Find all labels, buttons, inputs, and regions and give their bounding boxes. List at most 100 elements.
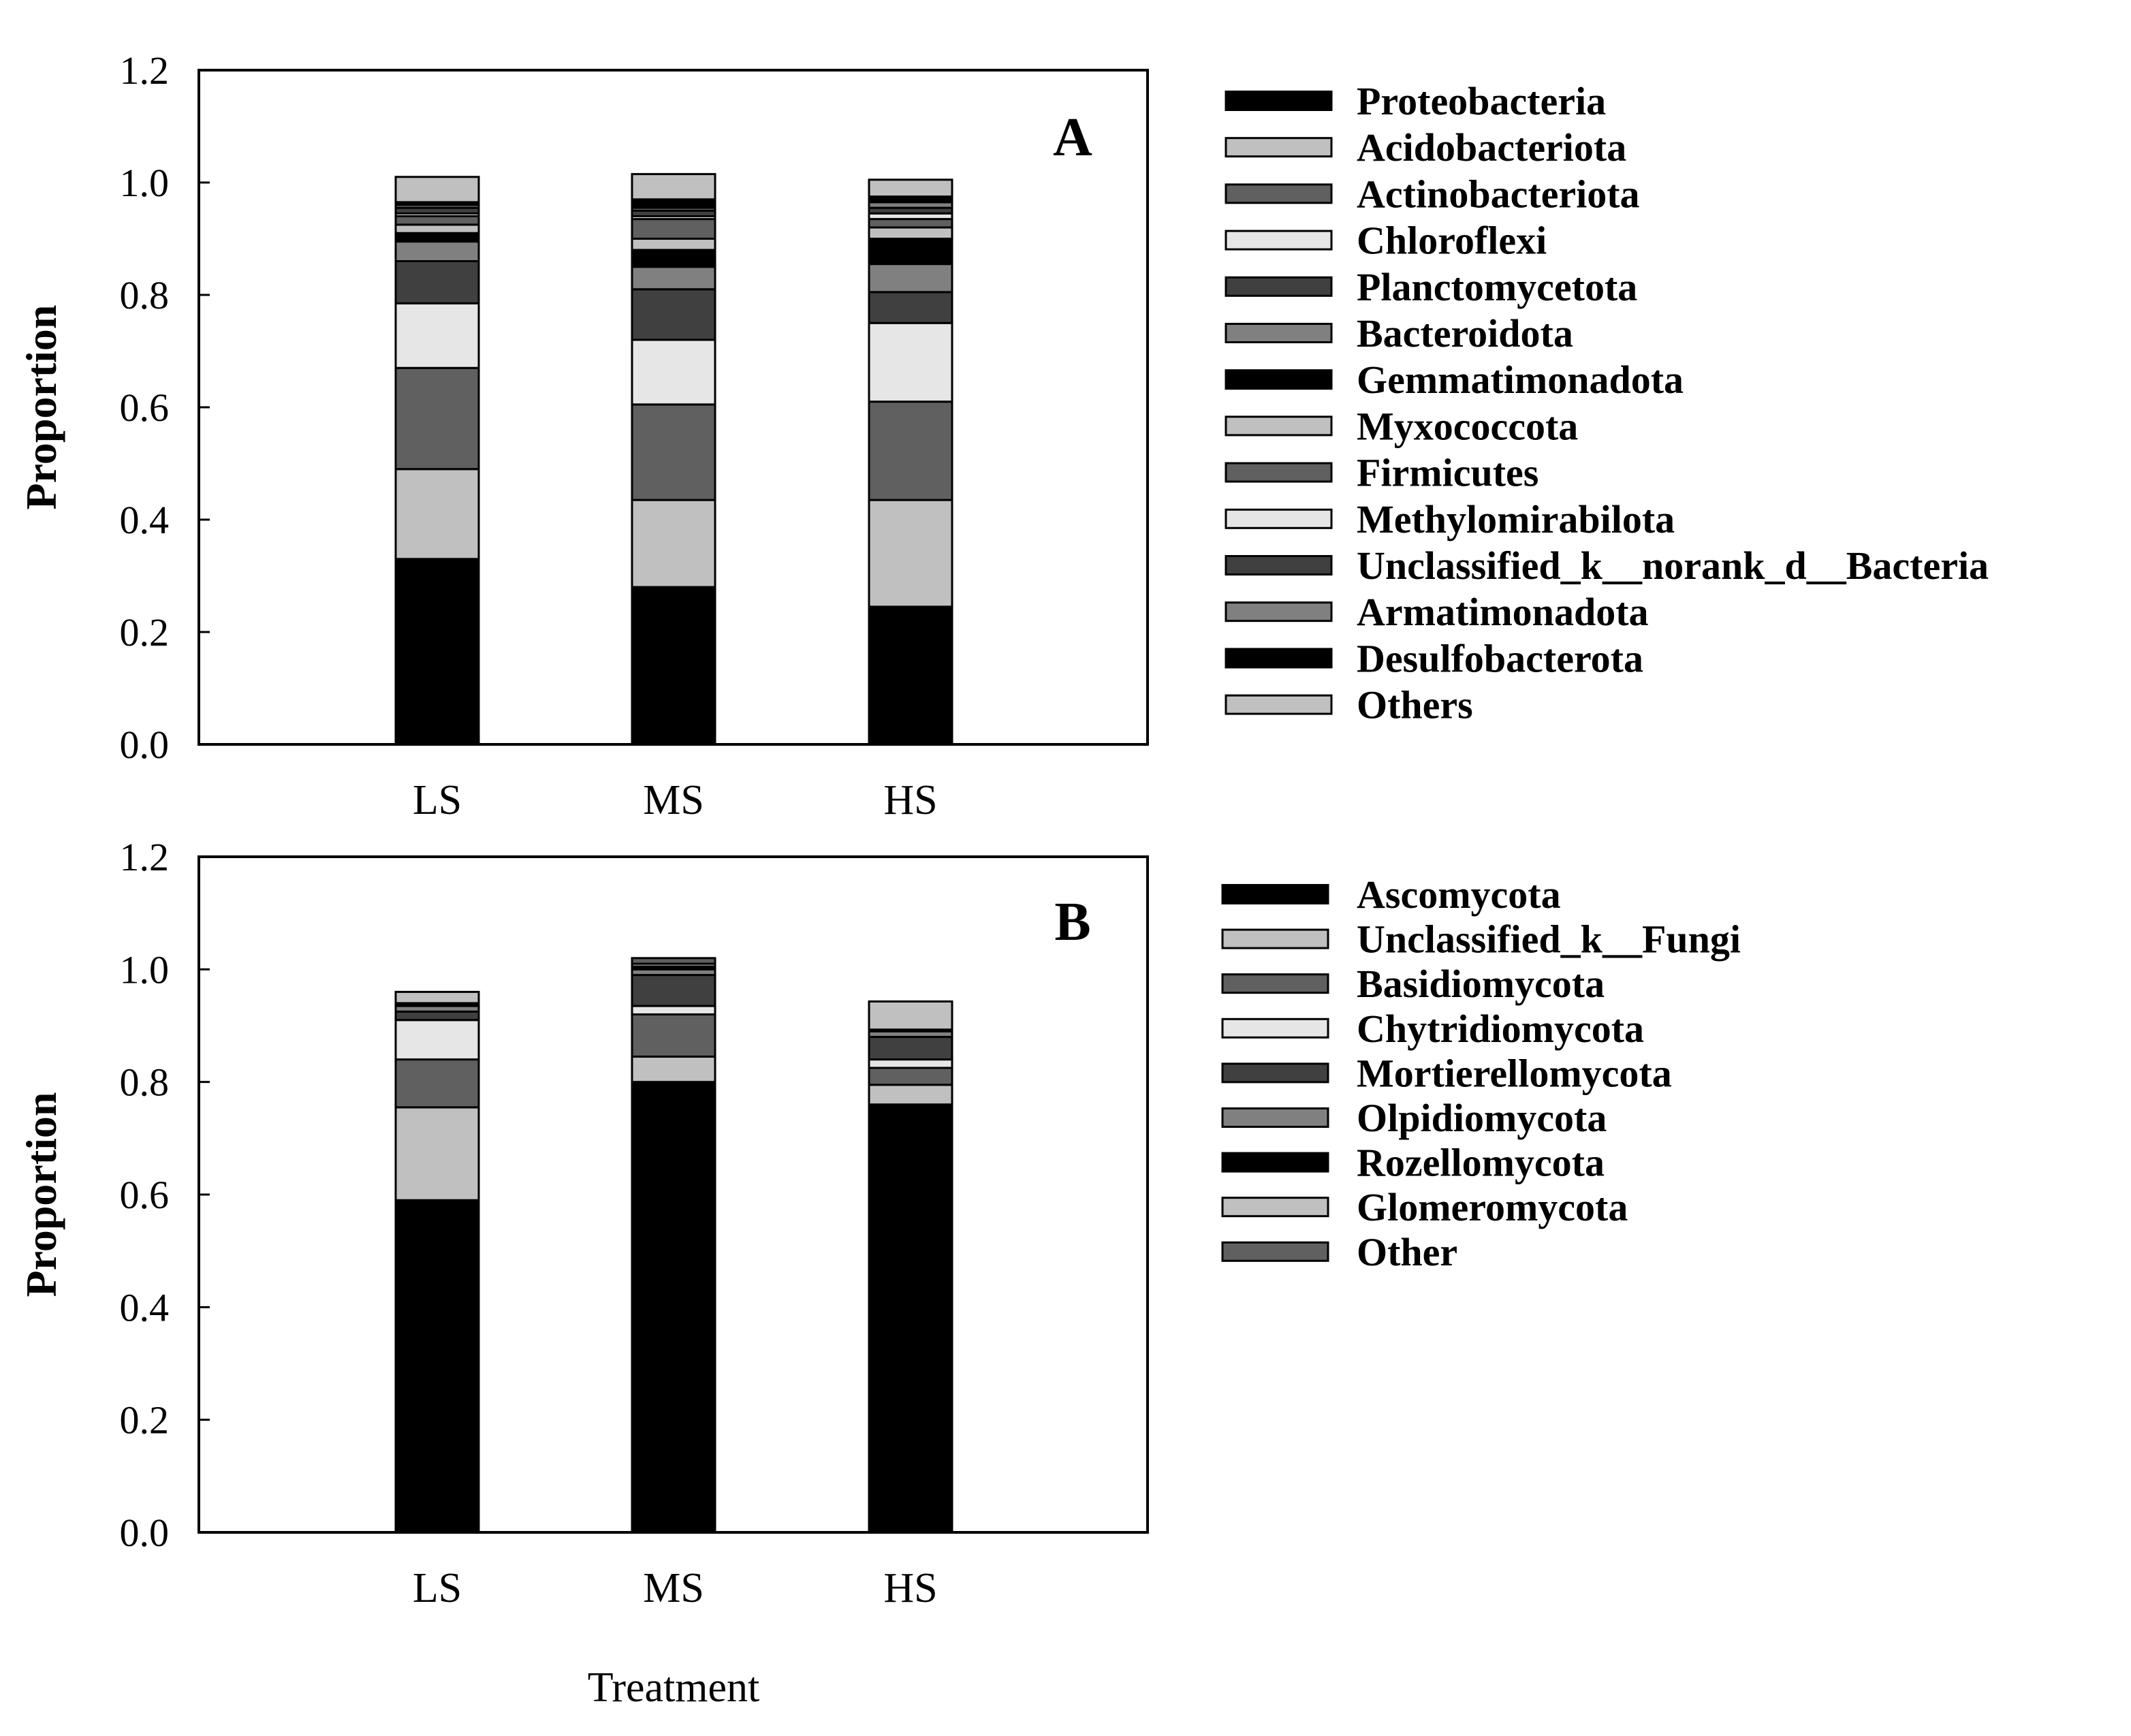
panel-b-legend-label-basidiomycota: Basidiomycota (1357, 962, 1605, 1006)
panel-b-legend-swatch-ascomycota (1221, 884, 1329, 904)
panel-a-bar-hs-actinobacteriota (868, 400, 953, 501)
panel-a-legend-swatch-unclassified-k-norank-d-bacteria (1225, 555, 1333, 575)
panel-a-legend-label-methylomirabilota: Methylomirabilota (1357, 497, 1675, 541)
panel-b-bar-ls-unclassified-k-fungi (394, 1106, 480, 1201)
panel-a-bar-ms-planctomycetota (631, 288, 716, 341)
panel-a-legend-swatch-gemmatimonadota (1225, 369, 1333, 390)
panel-b-y-tick-label: 0.6 (120, 1173, 170, 1217)
panel-b-legend-label-chytridiomycota: Chytridiomycota (1357, 1007, 1644, 1051)
panel-a-legend-label-proteobacteria: Proteobacteria (1357, 79, 1606, 123)
panel-b-y-tick-label: 0.2 (120, 1398, 170, 1442)
panel-b-y-tick-label: 0.8 (120, 1060, 170, 1105)
panel-a-bar-hs-proteobacteria (868, 605, 953, 746)
panel-a-legend-label-gemmatimonadota: Gemmatimonadota (1357, 358, 1684, 402)
panel-a-bar-ls-firmicutes (394, 215, 480, 226)
panel-a-legend-swatch-methylomirabilota (1225, 508, 1333, 529)
panel-b-bar-ms-mortierellomycota (631, 974, 716, 1007)
panel-a-bar-ls-myxococcota (394, 223, 480, 234)
panel-a-bar-ms-desulfobacterota (631, 198, 716, 209)
panel-b-bar-ls-chytridiomycota (394, 1019, 480, 1061)
panel-a-legend-label-desulfobacterota: Desulfobacterota (1357, 636, 1643, 680)
panel-a-y-tick-label: 0.2 (120, 610, 170, 654)
panel-b-bar-hs-glomeromycota (868, 1000, 953, 1031)
panel-a-bar-ls-bacteroidota (394, 240, 480, 262)
panel-a-legend-label-myxococcota: Myxococcota (1357, 404, 1578, 448)
panel-a-legend-swatch-actinobacteriota (1225, 183, 1333, 204)
panel-a-bar-hs-chloroflexi (868, 321, 953, 403)
panel-a-bar-ls-proteobacteria (394, 558, 480, 746)
panel-a-x-tick-label-ls: LS (413, 777, 462, 823)
panel-b-letter: B (1054, 892, 1090, 952)
panel-a-y-axis: 0.0 0.2 0.4 0.6 0.8 1.0 1.2 (120, 48, 210, 767)
panel-a-bar-ms-actinobacteriota (631, 403, 716, 501)
panel-b-legend-swatch-mortierellomycota (1221, 1062, 1329, 1084)
panel-a-legend-swatch-others (1225, 694, 1333, 715)
panel-b-legend-swatch-glomeromycota (1221, 1197, 1329, 1218)
panel-a-bar-ms-gemmatimonadota (631, 249, 716, 268)
panel-b-y-tick-label: 0.0 (120, 1511, 170, 1555)
panel-a-y-tick-label: 1.2 (120, 48, 170, 93)
panel-b-bar-hs-mortierellomycota (868, 1036, 953, 1061)
panel-b-y-tick-label: 1.0 (120, 947, 170, 992)
panel-a-y-tick-label: 0.0 (120, 723, 170, 767)
panel-a-bar-ms-firmicutes (631, 218, 716, 240)
panel-a-legend-swatch-desulfobacterota (1225, 648, 1333, 669)
panel-b-bar-ls-ascomycota (394, 1199, 480, 1534)
panel-a-letter: A (1053, 108, 1092, 168)
panel-a-bar-hs-planctomycetota (868, 291, 953, 324)
panel-a-legend-swatch-armatimonadota (1225, 601, 1333, 622)
panel-a-bar-hs-myxococcota (868, 226, 953, 240)
panel-b-legend-label-unclassified-k-fungi: Unclassified_k__Fungi (1357, 917, 1741, 962)
panel-a-legend: ProteobacteriaAcidobacteriotaActinobacte… (1225, 79, 1989, 727)
panel-b-legend-label-mortierellomycota: Mortierellomycota (1357, 1051, 1672, 1095)
panel-a-legend-label-planctomycetota: Planctomycetota (1357, 265, 1637, 309)
panel-a-bar-ms-others (631, 173, 716, 201)
panel-b-x-tick-label-ms: MS (643, 1565, 704, 1611)
panel-a-bar-hs-gemmatimonadota (868, 238, 953, 266)
panel-a-legend-label-actinobacteriota: Actinobacteriota (1357, 172, 1640, 216)
panel-b-bar-hs-chytridiomycota (868, 1058, 953, 1069)
panel-a-y-tick-label: 0.6 (120, 385, 170, 430)
panel-a-legend-swatch-firmicutes (1225, 462, 1333, 483)
panel-b-legend-swatch-basidiomycota (1221, 973, 1329, 994)
panel-a-x-tick-label-ms: MS (643, 777, 704, 823)
panel-a-legend-label-others: Others (1357, 683, 1473, 727)
panel-b-legend-label-ascomycota: Ascomycota (1357, 872, 1561, 917)
panel-a-bar-ms-bacteroidota (631, 266, 716, 291)
panel-b-legend: AscomycotaUnclassified_k__FungiBasidiomy… (1221, 872, 1741, 1274)
panel-a-bar-ls-planctomycetota (394, 260, 480, 304)
panel-a-legend-label-unclassified-k-norank-d-bacteria: Unclassified_k__norank_d__Bacteria (1357, 543, 1989, 588)
panel-b-legend-label-glomeromycota: Glomeromycota (1357, 1185, 1628, 1229)
panel-a-legend-label-chloroflexi: Chloroflexi (1357, 219, 1547, 263)
panel-a-y-tick-label: 1.0 (120, 161, 170, 205)
panel-b-bar-ms-unclassified-k-fungi (631, 1055, 716, 1084)
panel-b-y-axis-title: Proportion (17, 1092, 65, 1297)
panel-a-legend-swatch-planctomycetota (1225, 276, 1333, 297)
panel-a-legend-label-acidobacteriota: Acidobacteriota (1357, 125, 1626, 170)
panel-a-bar-ls-others (394, 176, 480, 204)
panel-a-bar-ms-myxococcota (631, 238, 716, 251)
panel-a-bar-ms-chloroflexi (631, 338, 716, 406)
panel-b-bar-ls-glomeromycota (394, 990, 480, 1005)
panel-a-bar-hs-others (868, 178, 953, 198)
panel-a: 0.00.20.40.60.81.01.2 LS MS HS Proportion … (17, 48, 1989, 823)
panel-b-legend-label-rozellomycota: Rozellomycota (1357, 1141, 1605, 1185)
panel-a-bar-ms-acidobacteriota (631, 499, 716, 588)
panel-a-legend-swatch-acidobacteriota (1225, 137, 1333, 158)
panel-a-legend-swatch-chloroflexi (1225, 230, 1333, 251)
panel-b-bar-ls-basidiomycota (394, 1058, 480, 1109)
panel-a-legend-swatch-bacteroidota (1225, 323, 1333, 343)
panel-a-bar-ls-acidobacteriota (394, 468, 480, 561)
panel-a-bar-hs-acidobacteriota (868, 499, 953, 608)
panel-b-bars (394, 957, 953, 1534)
panel-a-legend-label-bacteroidota: Bacteroidota (1357, 311, 1573, 356)
panel-b-bar-hs-basidiomycota (868, 1067, 953, 1086)
panel-b-legend-swatch-rozellomycota (1221, 1152, 1329, 1173)
panel-a-y-axis-title: Proportion (17, 304, 65, 509)
panel-a-legend-swatch-myxococcota (1225, 415, 1333, 437)
panel-a-bar-ls-chloroflexi (394, 302, 480, 369)
panel-b-legend-label-olpidiomycota: Olpidiomycota (1357, 1096, 1607, 1140)
panel-a-bar-hs-bacteroidota (868, 263, 953, 294)
panel-b-legend-swatch-other (1221, 1241, 1329, 1262)
